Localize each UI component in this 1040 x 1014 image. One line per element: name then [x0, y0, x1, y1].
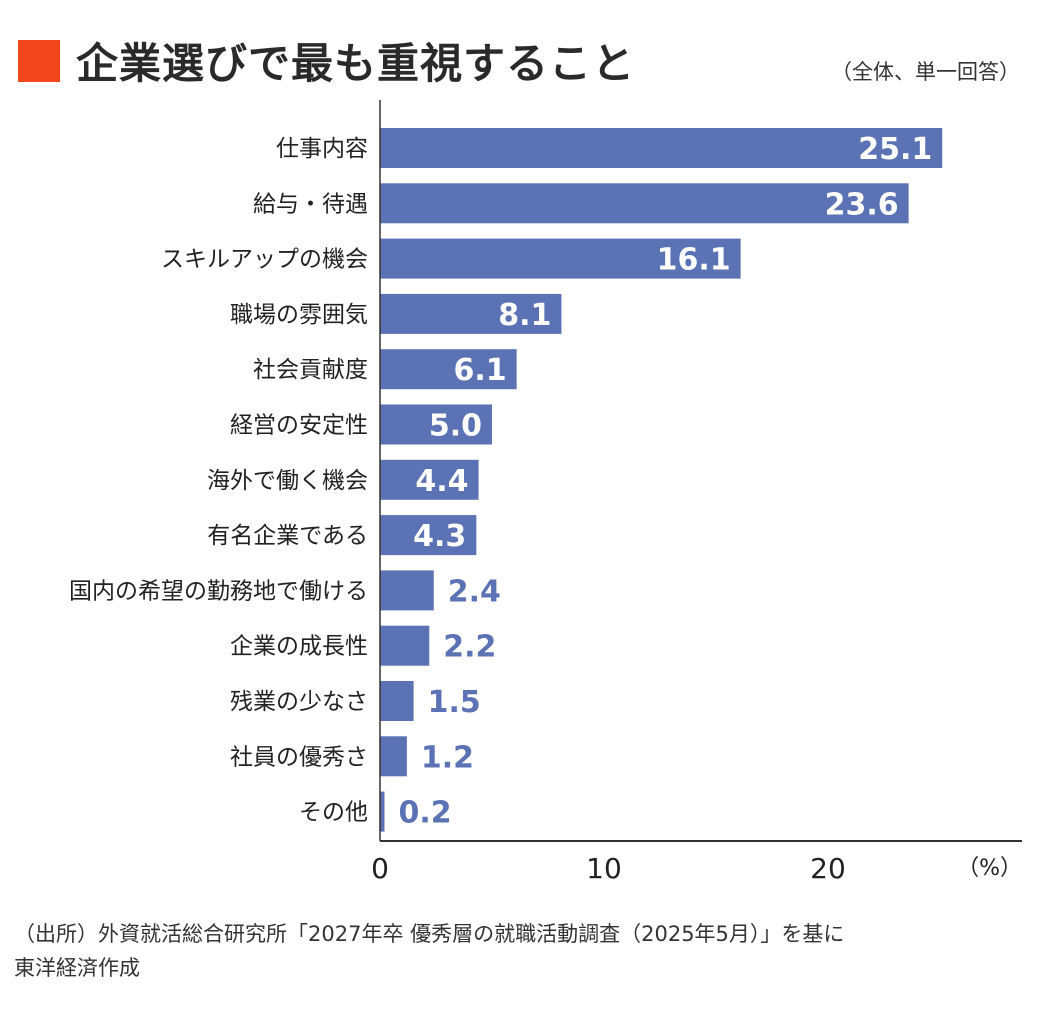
value-label: 4.3	[413, 519, 466, 554]
chart-title: 企業選びで最も重視すること	[76, 39, 636, 88]
title-marker	[18, 40, 60, 82]
chart-subtitle: （全体、単一回答）	[831, 60, 1020, 84]
bar	[380, 791, 385, 832]
value-label: 25.1	[858, 132, 932, 167]
category-label: 有名企業である	[207, 523, 368, 549]
category-label: スキルアップの機会	[161, 247, 368, 273]
x-unit-label: （%）	[957, 856, 1022, 881]
bar	[380, 515, 477, 556]
x-tick-label: 10	[586, 852, 622, 885]
value-label: 1.2	[421, 740, 474, 775]
value-label: 2.4	[448, 574, 501, 609]
value-label: 1.5	[428, 685, 481, 720]
value-label: 16.1	[657, 243, 731, 278]
bar-chart: 仕事内容 25.1 給与・待遇 23.6 スキルアップの機会 16.1 職場の雰囲気 8.1 社…	[69, 100, 1022, 885]
x-tick-label: 0	[371, 852, 389, 885]
value-label: 6.1	[453, 353, 506, 388]
category-label: 給与・待遇	[253, 191, 368, 217]
bar	[380, 238, 741, 279]
bar	[380, 183, 909, 224]
value-label: 23.6	[825, 187, 899, 222]
source-note-line1: （出所）外資就活総合研究所「2027年卒 優秀層の就職活動調査（2025年5月）…	[14, 922, 845, 946]
x-tick-labels: 0 10 20	[371, 852, 846, 885]
bar	[380, 459, 479, 500]
value-label: 2.2	[443, 630, 496, 665]
category-label: 企業の成長性	[230, 634, 368, 660]
bar	[380, 349, 517, 390]
value-label: 5.0	[429, 409, 482, 444]
bar	[380, 625, 430, 666]
bar	[380, 404, 492, 445]
category-label: 社会貢献度	[253, 357, 368, 383]
bar	[380, 736, 407, 777]
category-label: その他	[299, 800, 368, 826]
category-label: 残業の少なさ	[230, 689, 368, 715]
source-note-line2: 東洋経済作成	[14, 956, 140, 980]
category-label: 社員の優秀さ	[230, 744, 368, 770]
value-label: 4.4	[415, 464, 468, 499]
category-label: 仕事内容	[276, 136, 368, 162]
x-tick-label: 20	[810, 852, 846, 885]
bar	[380, 293, 562, 334]
bar	[380, 570, 434, 611]
category-label: 国内の希望の勤務地で働ける	[69, 578, 368, 604]
category-label: 職場の雰囲気	[230, 302, 368, 328]
value-label: 0.2	[398, 796, 451, 831]
category-label: 経営の安定性	[230, 413, 368, 439]
bar	[380, 681, 414, 721]
bars-group: 仕事内容 25.1 給与・待遇 23.6 スキルアップの機会 16.1 職場の雰囲気 8.1 社…	[69, 128, 943, 832]
bar	[380, 128, 943, 168]
value-label: 8.1	[498, 298, 551, 333]
category-label: 海外で働く機会	[207, 468, 368, 494]
